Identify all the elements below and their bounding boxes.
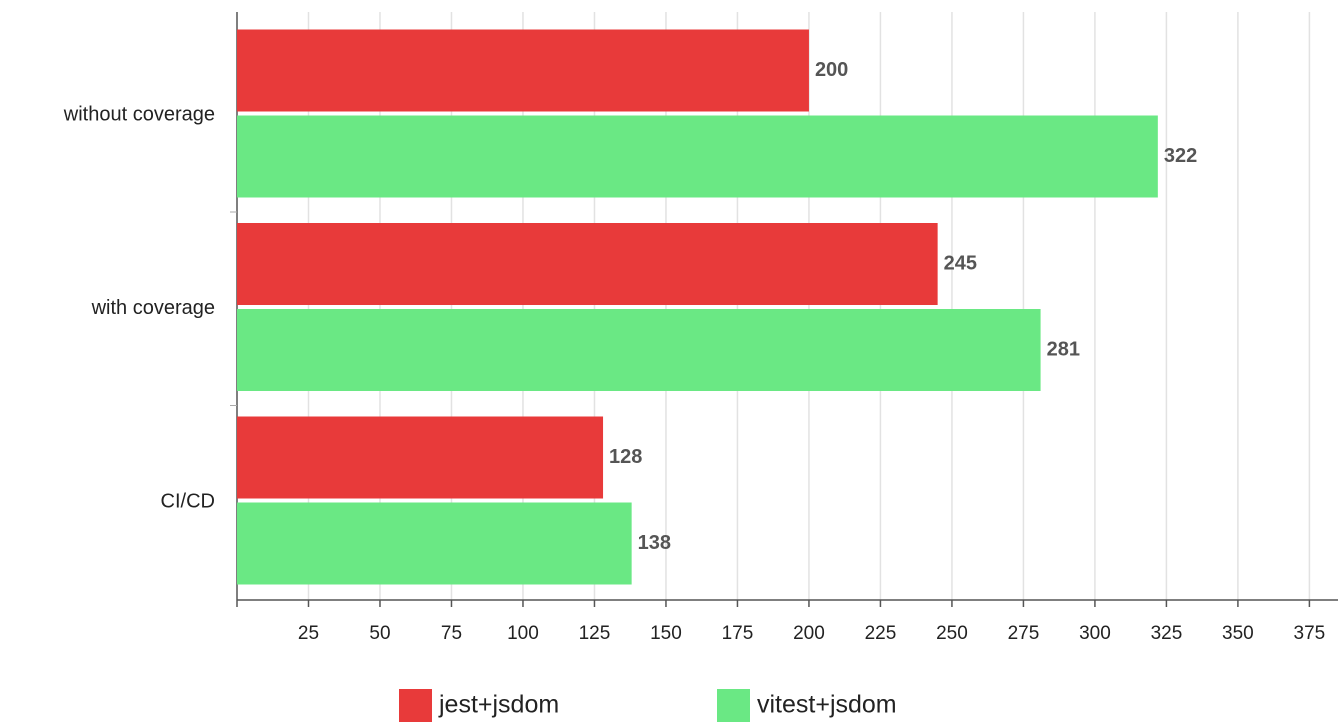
- x-tick-label: 375: [1294, 623, 1326, 644]
- value-label: 281: [1047, 338, 1080, 360]
- x-tick-label: 300: [1079, 623, 1111, 644]
- x-tick-label: 125: [579, 623, 611, 644]
- value-label: 138: [638, 532, 671, 554]
- x-tick-label: 250: [936, 623, 968, 644]
- legend-label: vitest+jsdom: [757, 691, 897, 719]
- x-tick-label: 350: [1222, 623, 1254, 644]
- x-tick-label: 275: [1008, 623, 1040, 644]
- value-label: 200: [815, 59, 848, 81]
- legend-label: jest+jsdom: [438, 691, 559, 719]
- y-tick-label: with coverage: [91, 297, 215, 319]
- value-label: 128: [609, 446, 642, 468]
- x-tick-label: 150: [650, 623, 682, 644]
- value-label: 245: [944, 252, 977, 274]
- x-tick-label: 100: [507, 623, 539, 644]
- bar: [237, 416, 604, 499]
- bar: [237, 309, 1041, 391]
- bar: [237, 29, 809, 112]
- value-label: 322: [1164, 145, 1197, 167]
- bar: [237, 502, 632, 585]
- x-tick-label: 75: [441, 623, 462, 644]
- legend-swatch: [399, 689, 432, 722]
- x-tick-label: 175: [722, 623, 754, 644]
- y-tick-label: without coverage: [63, 104, 215, 126]
- x-tick-label: 50: [369, 623, 390, 644]
- x-tick-label: 225: [865, 623, 897, 644]
- bar: [237, 115, 1158, 198]
- x-tick-label: 25: [298, 623, 319, 644]
- x-tick-label: 200: [793, 623, 825, 644]
- y-tick-label: CI/CD: [161, 491, 215, 513]
- legend-swatch: [717, 689, 750, 722]
- x-tick-label: 325: [1151, 623, 1183, 644]
- bar: [237, 223, 938, 305]
